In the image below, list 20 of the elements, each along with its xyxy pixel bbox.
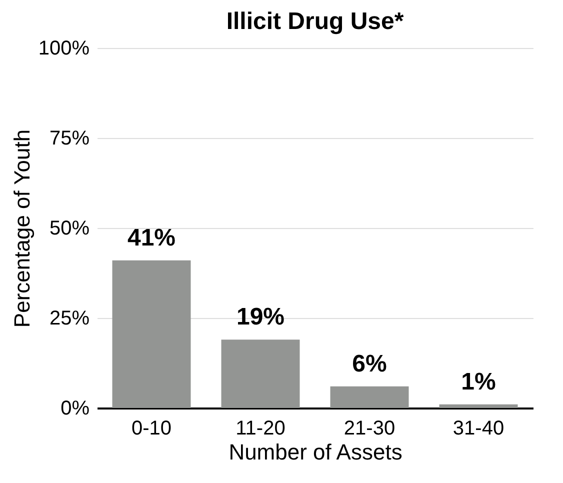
bar [221,340,300,408]
data-label: 41% [127,224,176,252]
y-tick-label: 100% [38,38,90,60]
y-tick-label: 25% [49,308,90,330]
bar [439,404,518,408]
chart-title: Illicit Drug Use* [226,8,404,35]
x-tick-label: 31-40 [452,418,504,440]
y-tick-label: 50% [49,218,90,240]
x-tick-label: 11-20 [236,418,286,440]
data-label: 19% [236,304,285,331]
x-tick-label: 0-10 [131,418,172,440]
bar [330,386,409,408]
x-tick-label: 21-30 [344,418,396,440]
bar [112,260,191,408]
data-label: 1% [461,368,496,396]
x-axis-title: Number of Assets [228,440,402,464]
y-tick-label: 0% [60,398,90,420]
y-axis-title: Percentage of Youth [9,129,34,328]
y-tick-label: 75% [49,128,90,150]
data-label: 6% [352,350,387,378]
